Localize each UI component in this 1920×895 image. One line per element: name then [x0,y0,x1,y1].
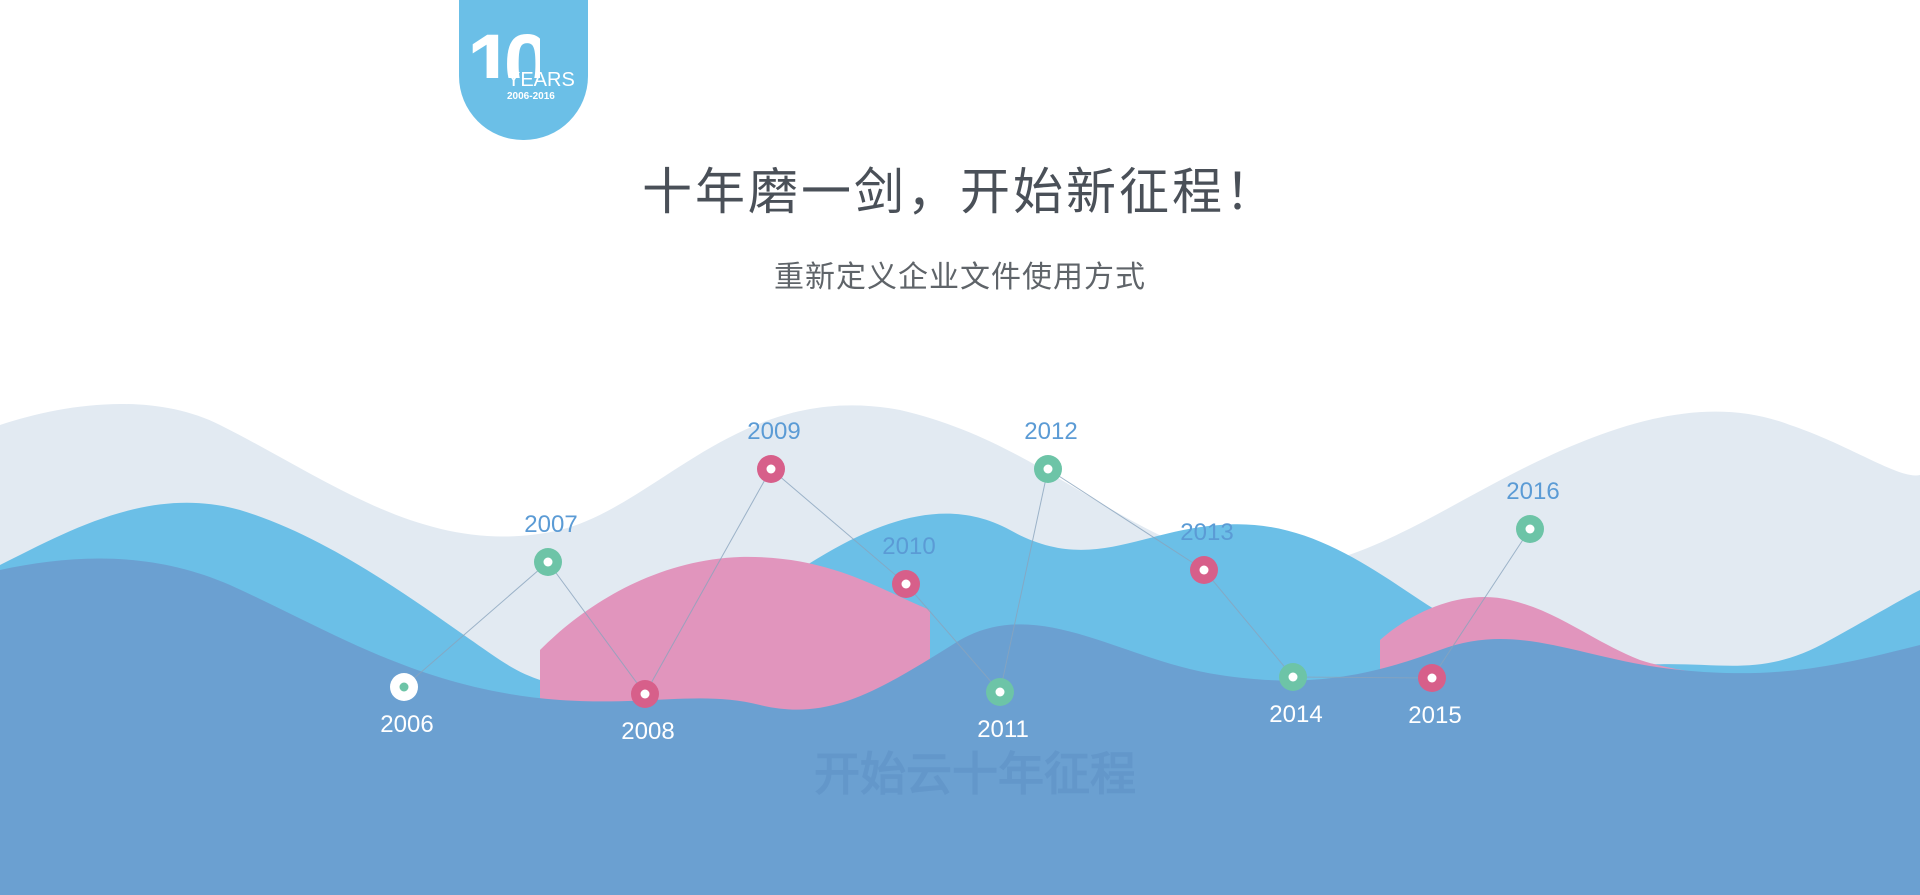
timeline-connector [770,468,907,585]
timeline-node-2011[interactable]: 2011 [977,678,1029,743]
page-subtitle: 重新定义企业文件使用方式 [774,260,1146,295]
timeline-node-2010[interactable]: 2010 [882,533,936,598]
timeline-dot-center [766,464,776,474]
timeline-node-2009[interactable]: 2009 [747,418,801,483]
timeline-connector [905,583,1001,693]
badge-range: 2006-2016 [507,91,555,102]
timeline-connector [1203,569,1294,678]
timeline-connector [547,561,646,695]
timeline-dot-center [1199,565,1209,575]
timeline-dot-center [399,682,409,692]
timeline-connector [403,561,549,688]
wave-front [0,558,1920,895]
timeline-year-label: 2010 [882,533,935,560]
timeline-dot-center [640,689,650,699]
timeline-connector [999,468,1049,693]
timeline-lines [403,468,1531,695]
timeline-dot-center [1525,524,1535,534]
timeline-connector [1047,468,1205,571]
timeline-nodes: 2006 2007 2008 2009 2010 2011 2012 2013 2014 2015… [380,418,1559,745]
timeline-year-label: 2015 [1408,702,1461,729]
timeline-year-label: 2009 [747,418,800,445]
timeline-year-label: 2013 [1180,519,1233,546]
badge-number: 10 [467,22,541,78]
timeline-year-label: 2016 [1506,478,1559,505]
timeline-dot-center [1043,464,1053,474]
timeline-dot-center [1288,672,1298,682]
timeline-connector [1292,676,1433,679]
timeline-node-2008[interactable]: 2008 [621,680,675,745]
timeline-node-2012[interactable]: 2012 [1024,418,1078,483]
timeline-connector [644,468,772,695]
timeline-node-2015[interactable]: 2015 [1408,664,1462,729]
ten-years-badge: 10 YEARS 2006-2016 [459,0,588,140]
timeline-year-label: 2006 [380,711,433,738]
timeline-dot-center [995,687,1005,697]
timeline-dot-center [1427,673,1437,683]
timeline-year-label: 2008 [621,718,674,745]
timeline-year-label: 2011 [977,716,1029,743]
badge-word: YEARS [507,69,575,91]
timeline-dot-center [901,579,911,589]
timeline-year-label: 2012 [1024,418,1077,445]
timeline-node-2014[interactable]: 2014 [1269,663,1323,728]
timeline-node-2006[interactable]: 2006 [380,673,434,738]
timeline-node-2007[interactable]: 2007 [524,511,578,576]
page-title: 十年磨一剑，开始新征程！ [642,163,1278,221]
timeline-year-label: 2007 [524,511,577,538]
timeline-node-2016[interactable]: 2016 [1506,478,1560,543]
timeline-year-label: 2014 [1269,701,1322,728]
timeline-dot-center [543,557,553,567]
timeline-connector [1431,528,1531,679]
watermark-text: 开始云十年征程 [814,747,1136,801]
timeline-node-2013[interactable]: 2013 [1180,519,1234,584]
